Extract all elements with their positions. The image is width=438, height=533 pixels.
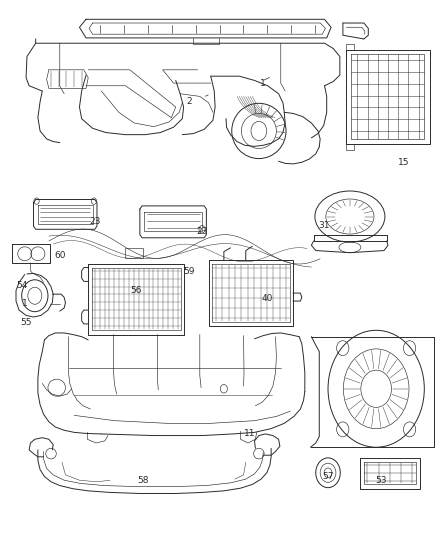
Text: 53: 53: [375, 476, 386, 484]
Text: 1: 1: [260, 78, 265, 87]
Text: 15: 15: [397, 158, 408, 167]
Text: 23: 23: [196, 228, 207, 237]
Text: 40: 40: [261, 294, 272, 303]
Text: 23: 23: [89, 217, 100, 226]
Text: 55: 55: [20, 318, 32, 327]
Text: 60: 60: [54, 252, 65, 260]
Text: 56: 56: [131, 286, 142, 295]
Text: 54: 54: [16, 281, 27, 290]
Text: 57: 57: [321, 472, 333, 481]
Text: 11: 11: [244, 430, 255, 439]
Text: 31: 31: [318, 221, 329, 230]
Text: 58: 58: [137, 476, 148, 484]
Text: 2: 2: [186, 97, 191, 106]
Text: 59: 59: [183, 268, 194, 276]
Bar: [125, 248, 143, 258]
Text: 1: 1: [22, 299, 28, 308]
